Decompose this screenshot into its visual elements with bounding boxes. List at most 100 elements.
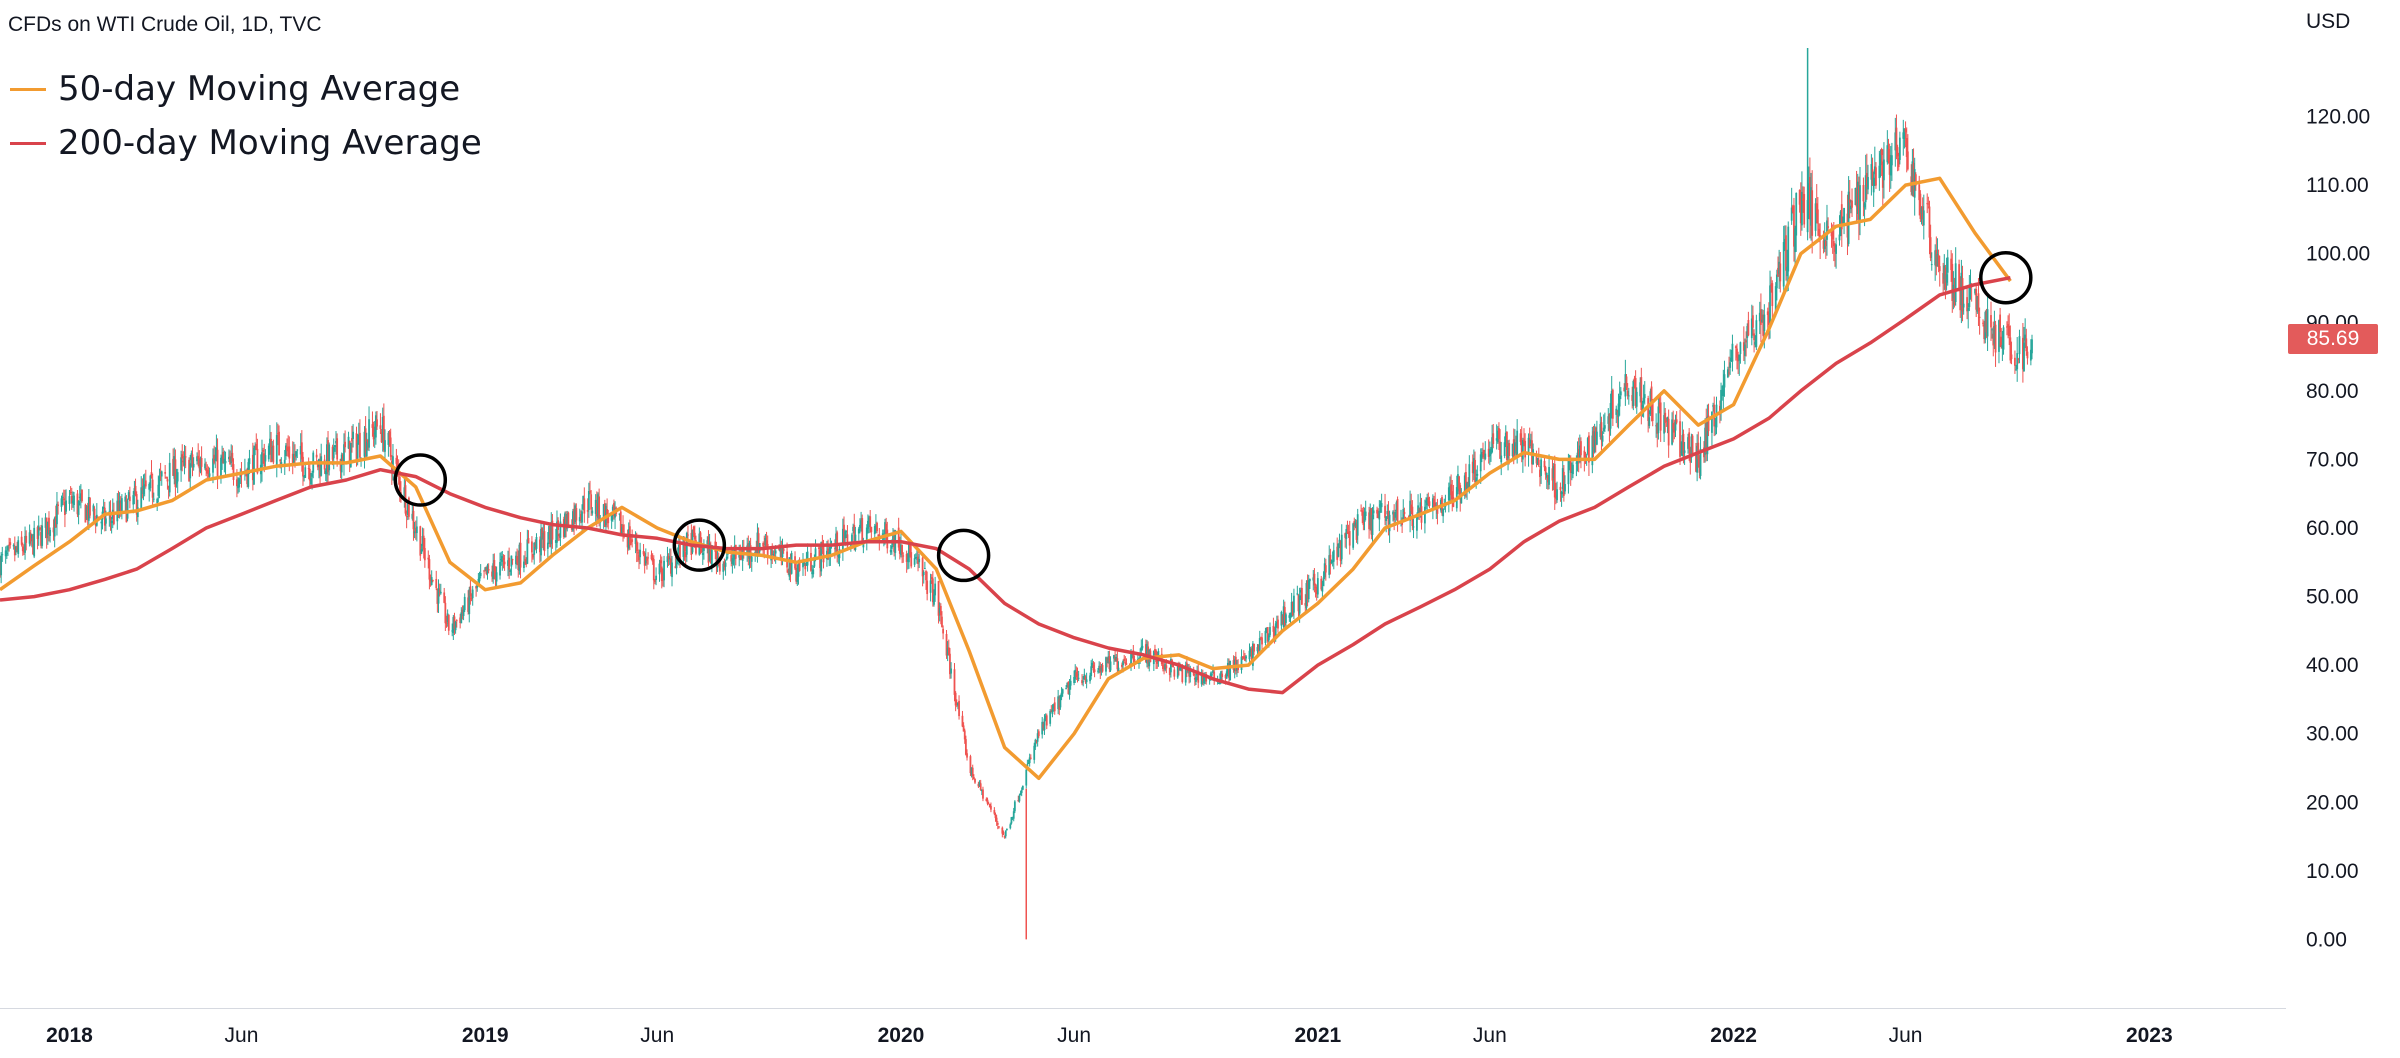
candle-body-33	[52, 527, 55, 533]
candle-body-1274	[2031, 339, 2033, 354]
candle-body-1145	[1824, 240, 1827, 247]
candle-body-118	[188, 459, 190, 482]
candle-body-1080	[1721, 394, 1724, 396]
candle-body-441	[701, 553, 704, 555]
candle-body-1255	[2000, 336, 2003, 348]
candle-body-1031	[1642, 397, 1645, 403]
candle-body-691	[1100, 667, 1103, 672]
candle-body-1096	[1746, 326, 1749, 338]
candle-body-471	[749, 545, 752, 558]
y-tick-label-2: 20.00	[2306, 791, 2359, 814]
candle-body-77	[120, 498, 123, 512]
candle-body-499	[795, 567, 798, 582]
candle-body-534	[851, 534, 853, 544]
candle-body-376	[598, 496, 601, 521]
candle-body-1125	[1793, 205, 1795, 247]
candle-body-981	[1562, 471, 1565, 496]
candle-body-1111	[1770, 284, 1773, 286]
candle-body-833	[1328, 555, 1331, 575]
candle-body-1	[0, 555, 3, 576]
candle-body-426	[677, 544, 680, 558]
candle-body-1248	[1990, 315, 1992, 328]
candle-body-1269	[2023, 342, 2025, 372]
candle-body-299	[476, 584, 479, 588]
candle-body-1038	[1655, 425, 1658, 427]
candle-body-1088	[1734, 346, 1737, 348]
candle-body-776	[1236, 666, 1238, 671]
candle-body-897	[1428, 501, 1431, 506]
candle-body-874	[1393, 512, 1396, 520]
time-axis-divider	[0, 1008, 2286, 1009]
candle-body-1127	[1795, 192, 1798, 236]
candle-body-841	[1339, 541, 1342, 561]
candle-body-661	[1052, 704, 1055, 709]
candle-body-251	[398, 476, 401, 491]
candle-body-274	[436, 588, 439, 604]
candle-body-1006	[1602, 427, 1605, 431]
candle-body-375	[597, 494, 599, 518]
candle-body-13	[20, 536, 23, 545]
candle-body-47	[73, 495, 75, 506]
candle-body-636	[1012, 811, 1015, 819]
candle-body-363	[578, 517, 581, 522]
candle-body-1219	[1943, 265, 1946, 280]
candle-body-496	[789, 560, 792, 574]
candle-body-85	[134, 485, 137, 496]
candle-body-82	[128, 496, 131, 502]
y-tick-label-11: 110.00	[2306, 174, 2369, 197]
candle-body-829	[1321, 586, 1324, 592]
candle-body-1004	[1600, 422, 1603, 441]
candle-body-165	[262, 449, 265, 452]
candle-body-1213	[1934, 250, 1937, 266]
candle-body-1147	[1827, 226, 1830, 228]
candle-body-196	[311, 473, 313, 477]
candle-body-157	[248, 458, 251, 465]
candle-body-851	[1355, 524, 1358, 540]
x-tick-label-10: 2023	[2126, 1024, 2173, 1047]
candle-body-797	[1269, 627, 1271, 636]
candle-body-528	[841, 528, 844, 551]
candle-body-896	[1427, 497, 1430, 504]
candle-body-719	[1146, 643, 1148, 664]
candle-body-900	[1434, 502, 1437, 510]
candle-body-336	[534, 544, 537, 548]
candle-body-939	[1496, 430, 1499, 443]
candle-body-764	[1217, 683, 1220, 685]
candle-body-308	[491, 571, 493, 577]
candle-body-121	[191, 454, 194, 467]
candle-body-146	[231, 452, 234, 462]
candle-body-260	[413, 531, 416, 534]
candle-body-647	[1029, 757, 1032, 759]
candle-body-289	[460, 612, 463, 624]
candle-body-1101	[1754, 341, 1757, 345]
candle-body-650	[1035, 740, 1038, 742]
candle-body-1271	[2025, 338, 2028, 352]
candle-body-893	[1424, 506, 1426, 524]
candle-body-693	[1105, 657, 1107, 672]
candle-body-407	[647, 557, 649, 559]
candle-body-15	[23, 550, 25, 553]
candle-body-432	[687, 534, 689, 536]
x-tick-label-2: 2019	[462, 1024, 509, 1047]
candle-body-485	[772, 554, 775, 556]
candle-body-326	[518, 544, 521, 571]
candle-body-216	[343, 444, 345, 464]
candle-body-1256	[2001, 345, 2004, 349]
candle-body-1212	[1930, 264, 1933, 266]
candle-body-977	[1556, 489, 1558, 501]
candle-body-655	[1043, 718, 1046, 731]
candle-body-567	[902, 555, 905, 557]
candle-body-1190	[1896, 147, 1899, 157]
y-tick-label-5: 50.00	[2306, 586, 2359, 609]
candle-body-283	[451, 630, 454, 632]
candle-body-1257	[2002, 327, 2005, 350]
candle-body-914	[1457, 474, 1459, 492]
candle-body-369	[587, 491, 590, 511]
candle-body-990	[1577, 448, 1580, 459]
candle-body-1206	[1921, 206, 1924, 220]
candle-body-997	[1588, 435, 1590, 463]
candle-body-618	[985, 798, 988, 802]
candle-body-572	[910, 552, 913, 567]
candle-body-444	[707, 536, 710, 563]
